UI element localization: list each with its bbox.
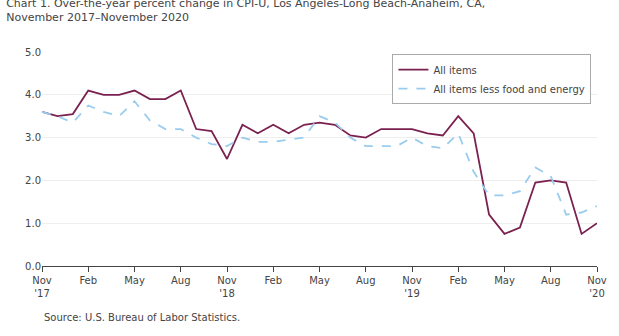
svg-text:5.0: 5.0	[25, 47, 41, 58]
svg-text:Chart 1. Over-the-year percent: Chart 1. Over-the-year percent change in…	[6, 0, 485, 24]
svg-text:Aug: Aug	[541, 275, 561, 286]
svg-text:Aug: Aug	[171, 275, 191, 286]
svg-text:1.0: 1.0	[25, 218, 41, 229]
svg-text:May: May	[494, 275, 515, 286]
svg-text:May: May	[124, 275, 145, 286]
svg-text:0.0: 0.0	[25, 261, 41, 272]
svg-text:3.0: 3.0	[25, 132, 41, 143]
svg-text:Nov'18: Nov'18	[217, 275, 237, 299]
svg-text:Nov'17: Nov'17	[32, 275, 52, 299]
svg-text:Feb: Feb	[264, 275, 282, 286]
svg-text:2.0: 2.0	[25, 175, 41, 186]
svg-text:Aug: Aug	[356, 275, 376, 286]
svg-text:Feb: Feb	[79, 275, 97, 286]
svg-text:Source: U.S. Bureau of Labor S: Source: U.S. Bureau of Labor Statistics.	[44, 312, 240, 323]
svg-text:All items: All items	[433, 65, 476, 76]
svg-text:4.0: 4.0	[25, 89, 41, 100]
svg-text:All items less food and energy: All items less food and energy	[433, 84, 584, 95]
svg-text:Nov'19: Nov'19	[402, 275, 422, 299]
svg-text:Feb: Feb	[449, 275, 467, 286]
svg-text:Nov'20: Nov'20	[587, 275, 607, 299]
svg-text:May: May	[309, 275, 330, 286]
